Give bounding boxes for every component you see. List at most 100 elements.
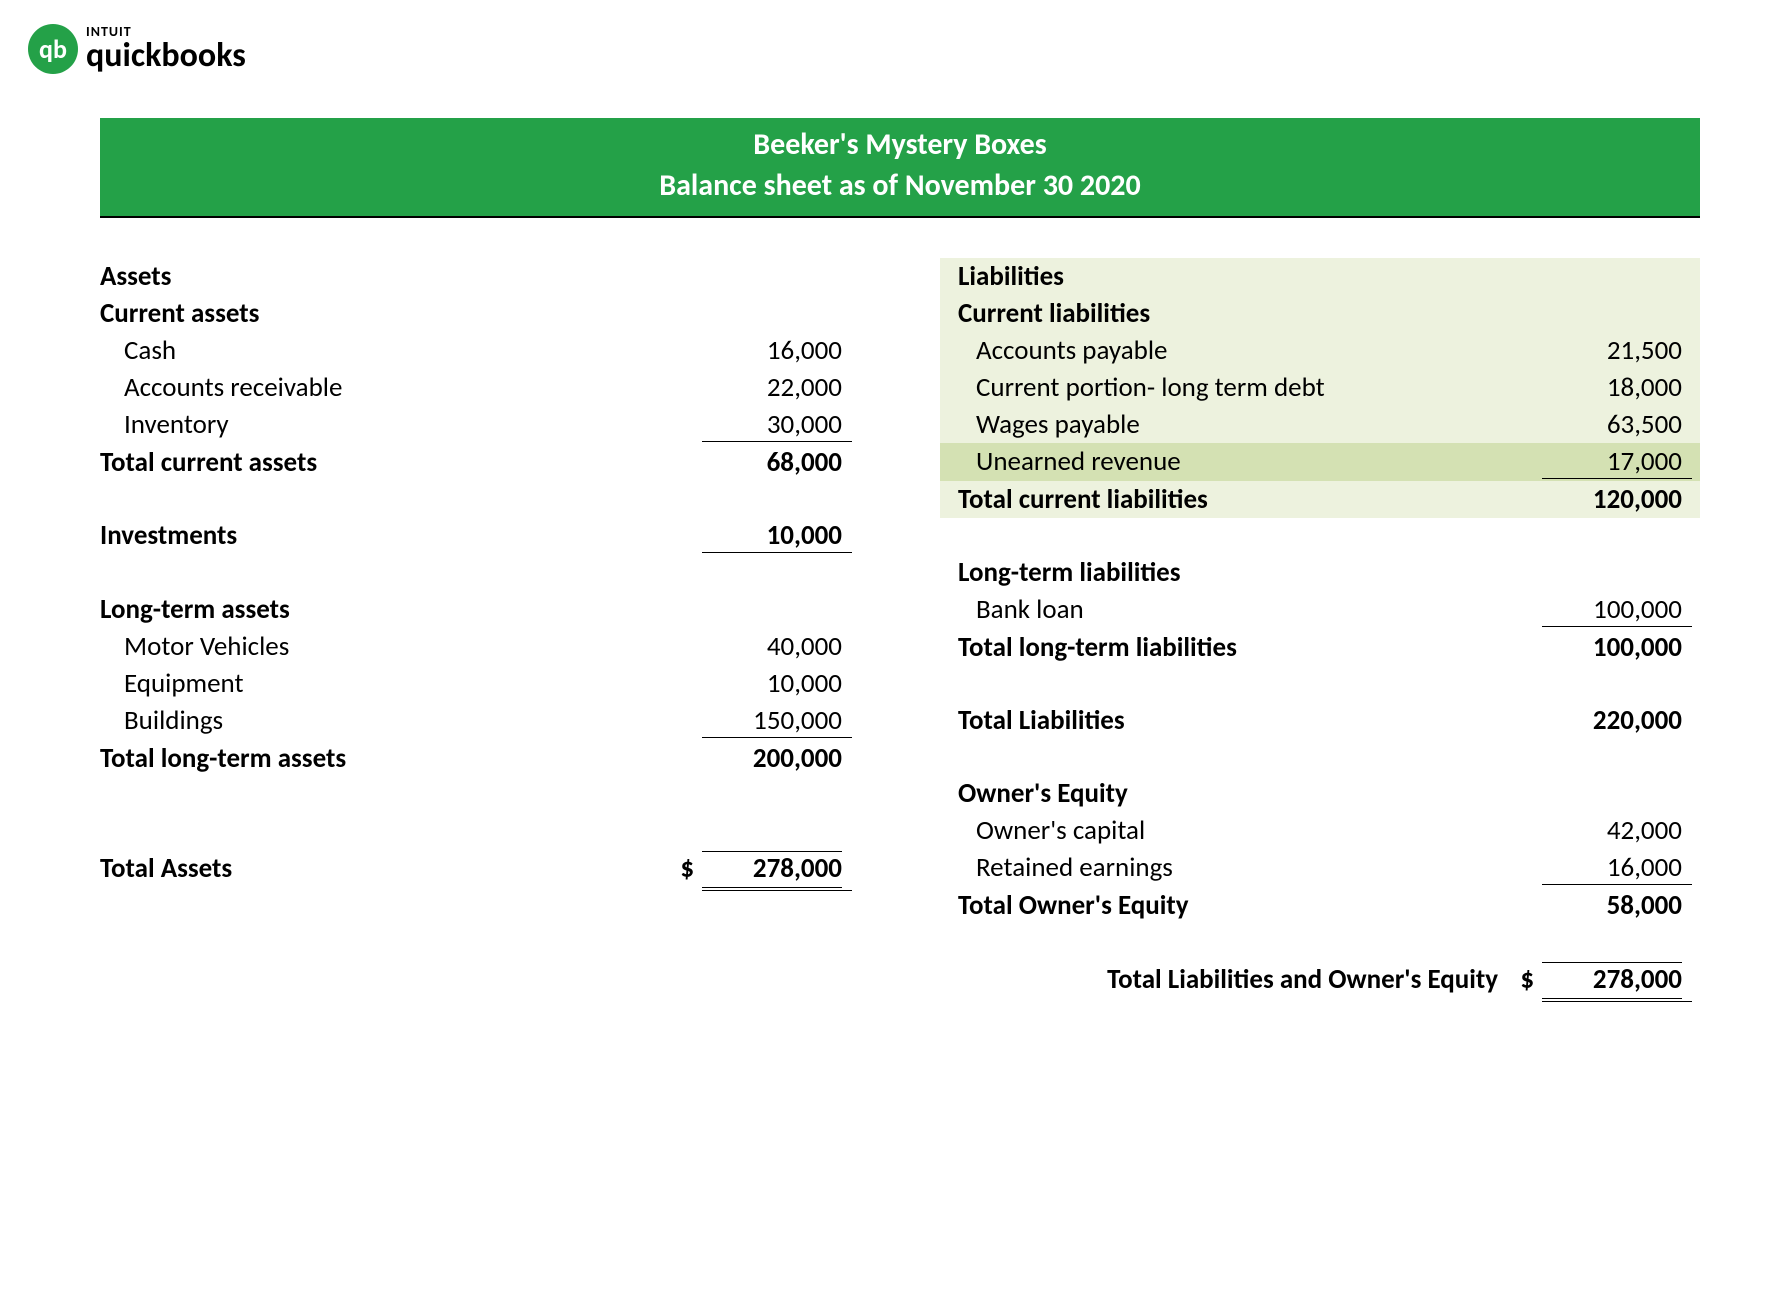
line-item: Accounts payable 21,500 bbox=[940, 332, 1700, 369]
item-value: 150,000 bbox=[702, 704, 852, 738]
item-value: 21,500 bbox=[1542, 334, 1692, 367]
total-value: 120,000 bbox=[1542, 483, 1692, 516]
quickbooks-logo: qb INTUIT quickbooks bbox=[28, 24, 246, 74]
item-value: 22,000 bbox=[702, 371, 852, 404]
report-header: Beeker's Mystery Boxes Balance sheet as … bbox=[100, 118, 1700, 218]
logo-mark-icon: qb bbox=[28, 24, 78, 74]
item-label: Retained earnings bbox=[976, 851, 1510, 884]
currency-symbol: $ bbox=[1510, 963, 1542, 996]
total-value: 100,000 bbox=[1542, 631, 1692, 664]
line-item: Motor Vehicles 40,000 bbox=[100, 628, 860, 665]
spacer bbox=[940, 666, 1700, 702]
total-label: Total long-term assets bbox=[100, 742, 670, 775]
current-liabilities-title-row: Current liabilities bbox=[940, 295, 1700, 332]
liabilities-equity-column: Liabilities Current liabilities Accounts… bbox=[940, 258, 1700, 1004]
item-value: 18,000 bbox=[1542, 371, 1692, 404]
total-value: 68,000 bbox=[702, 446, 852, 479]
currency-symbol: $ bbox=[670, 852, 702, 885]
investments-value: 10,000 bbox=[702, 519, 852, 553]
item-value: 40,000 bbox=[702, 630, 852, 663]
item-label: Current portion- long term debt bbox=[976, 371, 1510, 404]
total-value: 58,000 bbox=[1542, 889, 1692, 922]
spacer bbox=[940, 739, 1700, 775]
assets-title-row: Assets bbox=[100, 258, 860, 295]
line-item: Buildings 150,000 bbox=[100, 702, 860, 740]
owners-equity-title-row: Owner's Equity bbox=[940, 775, 1700, 812]
total-label: Total long-term liabilities bbox=[958, 631, 1510, 664]
spacer bbox=[100, 555, 860, 591]
long-term-assets-title: Long-term assets bbox=[100, 593, 852, 626]
total-liabilities-value: 220,000 bbox=[1542, 704, 1692, 737]
item-value: 63,500 bbox=[1542, 408, 1692, 441]
total-liabilities-label: Total Liabilities bbox=[958, 704, 1510, 737]
assets-title: Assets bbox=[100, 260, 852, 293]
total-label: Total current liabilities bbox=[958, 483, 1510, 516]
total-long-term-assets-row: Total long-term assets 200,000 bbox=[100, 740, 860, 777]
line-item: Accounts receivable 22,000 bbox=[100, 369, 860, 406]
logo-product-label: quickbooks bbox=[86, 39, 246, 73]
current-assets-title: Current assets bbox=[100, 297, 852, 330]
line-item: Retained earnings 16,000 bbox=[940, 849, 1700, 887]
spacer bbox=[100, 777, 860, 813]
item-label: Motor Vehicles bbox=[124, 630, 670, 663]
report-body: Assets Current assets Cash 16,000 Accoun… bbox=[100, 258, 1700, 1004]
line-item-highlighted: Unearned revenue 17,000 bbox=[940, 443, 1700, 481]
line-item: Wages payable 63,500 bbox=[940, 406, 1700, 443]
total-current-assets-row: Total current assets 68,000 bbox=[100, 444, 860, 481]
item-label: Cash bbox=[124, 334, 670, 367]
grand-total-row: Total Liabilities and Owner's Equity $ 2… bbox=[940, 960, 1700, 1004]
grand-total-label: Total Liabilities and Owner's Equity bbox=[940, 963, 1510, 996]
spacer bbox=[940, 518, 1700, 554]
long-term-liabilities-title: Long-term liabilities bbox=[958, 556, 1692, 589]
spacer bbox=[940, 924, 1700, 960]
logo-text: INTUIT quickbooks bbox=[86, 25, 246, 73]
line-item: Equipment 10,000 bbox=[100, 665, 860, 702]
item-label: Equipment bbox=[124, 667, 670, 700]
long-term-liabilities-title-row: Long-term liabilities bbox=[940, 554, 1700, 591]
current-assets-title-row: Current assets bbox=[100, 295, 860, 332]
item-label: Owner's capital bbox=[976, 814, 1510, 847]
total-label: Total current assets bbox=[100, 446, 670, 479]
company-name: Beeker's Mystery Boxes bbox=[100, 125, 1700, 166]
item-value: 42,000 bbox=[1542, 814, 1692, 847]
item-label: Bank loan bbox=[976, 593, 1510, 626]
total-liabilities-row: Total Liabilities 220,000 bbox=[940, 702, 1700, 739]
line-item: Current portion- long term debt 18,000 bbox=[940, 369, 1700, 406]
item-label: Accounts payable bbox=[976, 334, 1510, 367]
total-owners-equity-row: Total Owner's Equity 58,000 bbox=[940, 887, 1700, 924]
assets-column: Assets Current assets Cash 16,000 Accoun… bbox=[100, 258, 860, 1004]
line-item: Cash 16,000 bbox=[100, 332, 860, 369]
line-item: Bank loan 100,000 bbox=[940, 591, 1700, 629]
item-label: Inventory bbox=[124, 408, 670, 441]
liabilities-title-row: Liabilities bbox=[940, 258, 1700, 295]
current-liabilities-title: Current liabilities bbox=[958, 297, 1692, 330]
total-assets-value: 278,000 bbox=[702, 851, 852, 891]
grand-total-value: 278,000 bbox=[1542, 962, 1692, 1002]
item-value: 30,000 bbox=[702, 408, 852, 442]
item-label: Wages payable bbox=[976, 408, 1510, 441]
item-value: 16,000 bbox=[1542, 851, 1692, 885]
item-value: 16,000 bbox=[702, 334, 852, 367]
investments-row: Investments 10,000 bbox=[100, 517, 860, 555]
item-value: 10,000 bbox=[702, 667, 852, 700]
total-label: Total Owner's Equity bbox=[958, 889, 1510, 922]
item-label: Buildings bbox=[124, 704, 670, 737]
report-subtitle: Balance sheet as of November 30 2020 bbox=[100, 166, 1700, 207]
item-value: 17,000 bbox=[1542, 445, 1692, 479]
line-item: Owner's capital 42,000 bbox=[940, 812, 1700, 849]
balance-sheet: Beeker's Mystery Boxes Balance sheet as … bbox=[100, 118, 1700, 1004]
line-item: Inventory 30,000 bbox=[100, 406, 860, 444]
total-assets-label: Total Assets bbox=[100, 852, 670, 885]
spacer bbox=[100, 481, 860, 517]
spacer bbox=[100, 813, 860, 849]
item-value: 100,000 bbox=[1542, 593, 1692, 627]
item-label: Unearned revenue bbox=[976, 445, 1510, 478]
long-term-assets-title-row: Long-term assets bbox=[100, 591, 860, 628]
total-long-term-liabilities-row: Total long-term liabilities 100,000 bbox=[940, 629, 1700, 666]
total-assets-row: Total Assets $ 278,000 bbox=[100, 849, 860, 893]
total-current-liabilities-row: Total current liabilities 120,000 bbox=[940, 481, 1700, 518]
investments-label: Investments bbox=[100, 519, 670, 552]
owners-equity-title: Owner's Equity bbox=[958, 777, 1692, 810]
liabilities-title: Liabilities bbox=[958, 260, 1692, 293]
total-value: 200,000 bbox=[702, 742, 852, 775]
